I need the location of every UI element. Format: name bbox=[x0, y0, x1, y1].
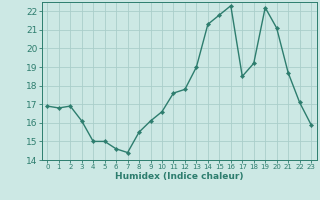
X-axis label: Humidex (Indice chaleur): Humidex (Indice chaleur) bbox=[115, 172, 244, 181]
